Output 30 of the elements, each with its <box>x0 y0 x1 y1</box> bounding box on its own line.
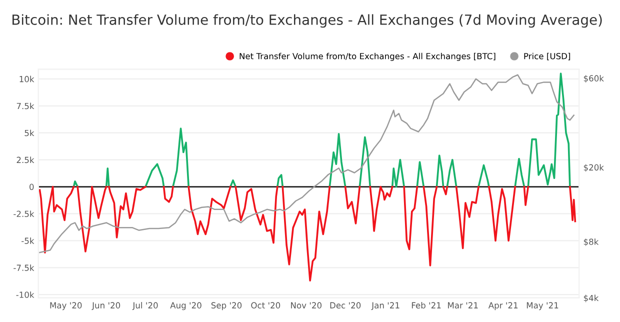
chart-title: Bitcoin: Net Transfer Volume from/to Exchanges - All Exchanges (7d Moving Average) <box>12 14 602 28</box>
y2-tick-label: $8k <box>584 238 599 246</box>
y-tick-label: 2.5k <box>16 156 34 164</box>
y-tick-label: 7.5k <box>16 102 34 110</box>
y2-tick-label: $60k <box>584 75 604 83</box>
y2-tick-label: $20k <box>584 164 604 172</box>
x-tick-label: Oct '20 <box>251 302 280 308</box>
x-tick-label: Mar '21 <box>448 302 478 308</box>
x-tick-label: May '21 <box>526 302 558 310</box>
x-tick-label: Nov '20 <box>291 302 322 308</box>
x-tick-label: Sep '20 <box>211 302 242 310</box>
line-series <box>39 74 574 254</box>
x-tick-label: Dec '20 <box>330 302 361 308</box>
y-tick-label: 0 <box>30 184 34 190</box>
x-tick-label: Feb '21 <box>412 302 441 308</box>
legend-label: Net Transfer Volume from/to Exchanges - All Exchanges [BTC] <box>240 52 496 61</box>
x-tick-label: Jul '20 <box>132 302 158 310</box>
y2-tick-label: $4k <box>584 294 599 302</box>
x-tick-label: Apr '21 <box>488 302 518 310</box>
legend-label: Price [USD] <box>524 52 570 60</box>
x-tick-label: May '20 <box>50 302 82 310</box>
y-tick-label: -10k <box>16 291 34 298</box>
x-tick-label: Aug '20 <box>170 302 202 310</box>
y-tick-label: -2.5k <box>14 210 34 218</box>
x-tick-label: Jan '21 <box>371 302 400 310</box>
x-tick-label: Jun '20 <box>92 302 120 310</box>
y-tick-label: 5k <box>24 130 34 136</box>
y-tick-label: -7.5k <box>14 264 34 271</box>
y-tick-label: 10k <box>20 76 34 82</box>
y-tick-label: -5k <box>22 238 34 244</box>
